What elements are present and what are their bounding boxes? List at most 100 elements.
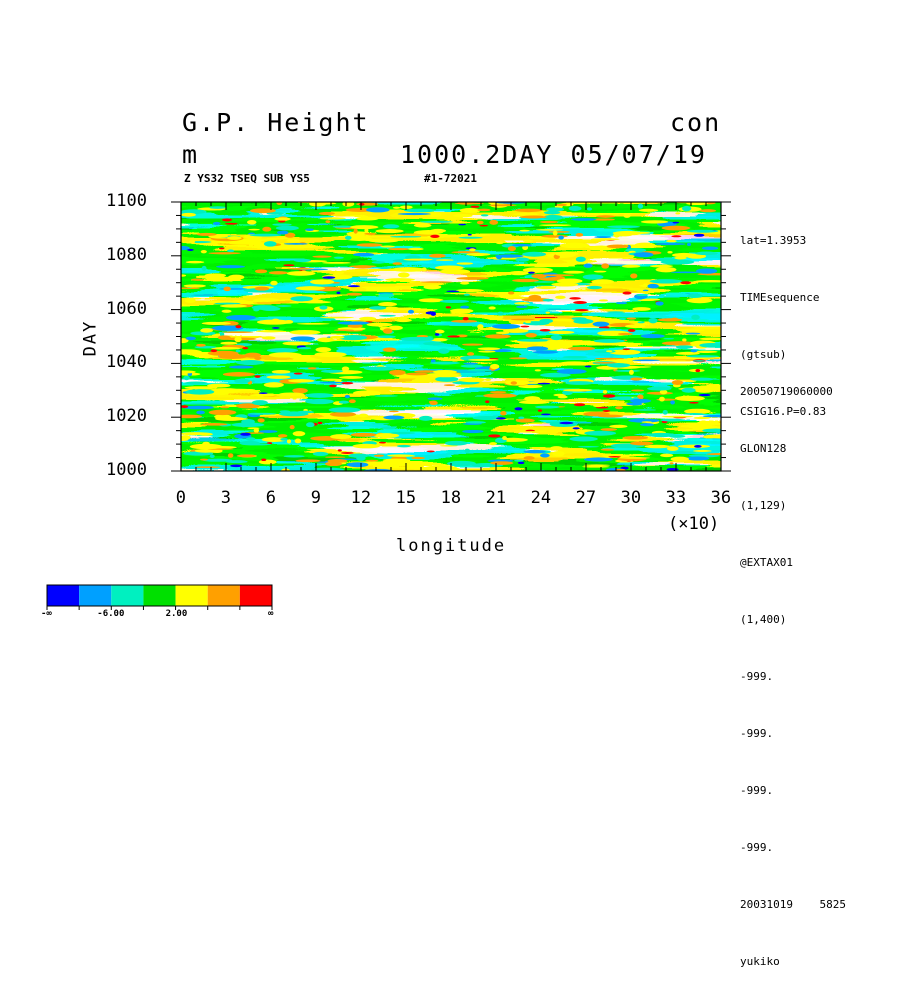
heatmap-streak <box>181 349 202 355</box>
heatmap-streak <box>552 318 574 322</box>
meta-bottom-line: GLON128 <box>740 442 787 455</box>
heatmap-streak <box>270 280 278 286</box>
heatmap-streak <box>568 205 582 211</box>
heatmap-streak <box>309 279 335 285</box>
heatmap-streak <box>697 273 721 276</box>
heatmap-streak <box>629 398 652 403</box>
heatmap-streak <box>347 285 361 288</box>
heatmap-streak <box>389 410 399 413</box>
heatmap-streak <box>540 453 550 458</box>
heatmap-streak <box>661 415 694 418</box>
meta-footer-user: yukiko <box>740 955 780 968</box>
heatmap-streak <box>253 308 260 312</box>
heatmap-streak <box>239 440 260 446</box>
heatmap-streak <box>612 230 643 236</box>
heatmap-streak <box>221 331 254 334</box>
heatmap-streak <box>261 336 276 340</box>
heatmap-streak <box>637 203 644 209</box>
heatmap-streak <box>584 365 592 368</box>
heatmap-streak <box>288 379 315 383</box>
heatmap-streak <box>543 210 561 215</box>
heatmap-streak <box>344 235 352 240</box>
heatmap-streak <box>573 301 587 304</box>
heatmap-streak <box>332 225 353 228</box>
heatmap-streak <box>534 369 542 372</box>
heatmap-streak <box>373 433 400 439</box>
heatmap-streak <box>489 391 507 394</box>
heatmap-streak <box>234 378 250 384</box>
heatmap-streak <box>577 445 599 448</box>
heatmap-streak <box>337 449 342 452</box>
heatmap-streak <box>189 402 221 405</box>
heatmap-streak <box>595 406 609 409</box>
heatmap-streak <box>428 253 446 258</box>
heatmap-streak <box>403 208 437 213</box>
heatmap-streak <box>305 393 334 398</box>
heatmap-streak <box>571 317 587 320</box>
heatmap-streak <box>226 460 248 464</box>
heatmap-streak <box>514 407 523 411</box>
heatmap-streak <box>430 312 436 316</box>
heatmap-streak <box>239 422 248 428</box>
heatmap-streak <box>682 205 692 212</box>
heatmap-streak <box>514 208 543 213</box>
heatmap-streak <box>228 365 254 369</box>
heatmap-streak <box>227 453 234 458</box>
heatmap-streak <box>251 400 268 406</box>
heatmap-streak <box>702 428 721 433</box>
meta-footer-line: 20031019 5825 <box>740 895 846 914</box>
heatmap-streak <box>537 382 551 385</box>
heatmap-streak <box>685 456 710 461</box>
heatmap-streak <box>522 239 534 243</box>
y-tick-label: 1100 <box>106 191 147 211</box>
heatmap-streak <box>548 230 570 233</box>
heatmap-streak <box>194 466 221 468</box>
x-axis-label: longitude <box>396 536 507 556</box>
heatmap-streak <box>196 410 205 415</box>
x-tick-label: 3 <box>220 488 232 508</box>
heatmap-streak <box>252 407 258 410</box>
heatmap-streak <box>693 416 710 420</box>
heatmap-streak <box>390 388 403 392</box>
heatmap-streak <box>382 328 393 334</box>
meta-top-line: CSIG16.P=0.83 <box>740 405 827 418</box>
heatmap-streak <box>484 334 511 339</box>
heatmap-streak <box>364 227 369 233</box>
heatmap-streak <box>666 239 677 243</box>
heatmap-streak <box>590 238 620 241</box>
heatmap-streak <box>379 314 396 317</box>
heatmap-streak <box>329 411 357 417</box>
heatmap-streak <box>184 386 218 390</box>
heatmap-streak <box>227 417 249 420</box>
heatmap-streak <box>633 252 654 258</box>
heatmap-streak <box>455 289 484 293</box>
heatmap-streak <box>693 233 705 237</box>
heatmap-streak <box>388 369 406 376</box>
heatmap-streak <box>613 359 628 362</box>
heatmap-streak <box>596 215 616 218</box>
heatmap-streak <box>182 405 214 410</box>
heatmap-streak <box>278 392 305 397</box>
heatmap-streak <box>672 221 680 224</box>
heatmap-streak <box>594 357 625 360</box>
heatmap-streak <box>290 336 315 341</box>
heatmap-streak <box>489 219 499 225</box>
heatmap-streak <box>245 437 256 441</box>
meta-bottom-line: -999. <box>740 727 774 740</box>
heatmap-streak <box>607 363 631 368</box>
heatmap-streak <box>221 388 256 391</box>
heatmap-streak <box>539 328 551 332</box>
heatmap-streak <box>292 330 310 335</box>
heatmap-streak <box>356 243 383 247</box>
heatmap-streak <box>618 317 627 320</box>
heatmap-streak <box>222 372 255 377</box>
heatmap-streak <box>545 311 550 314</box>
heatmap-streak <box>671 252 696 258</box>
heatmap-streak <box>183 284 206 288</box>
heatmap-streak <box>581 465 610 468</box>
heatmap-streak <box>261 437 287 442</box>
heatmap-streak <box>693 449 712 452</box>
heatmap-streak <box>228 274 245 280</box>
x-tick-label: 12 <box>350 488 372 508</box>
heatmap-streak <box>188 239 196 244</box>
